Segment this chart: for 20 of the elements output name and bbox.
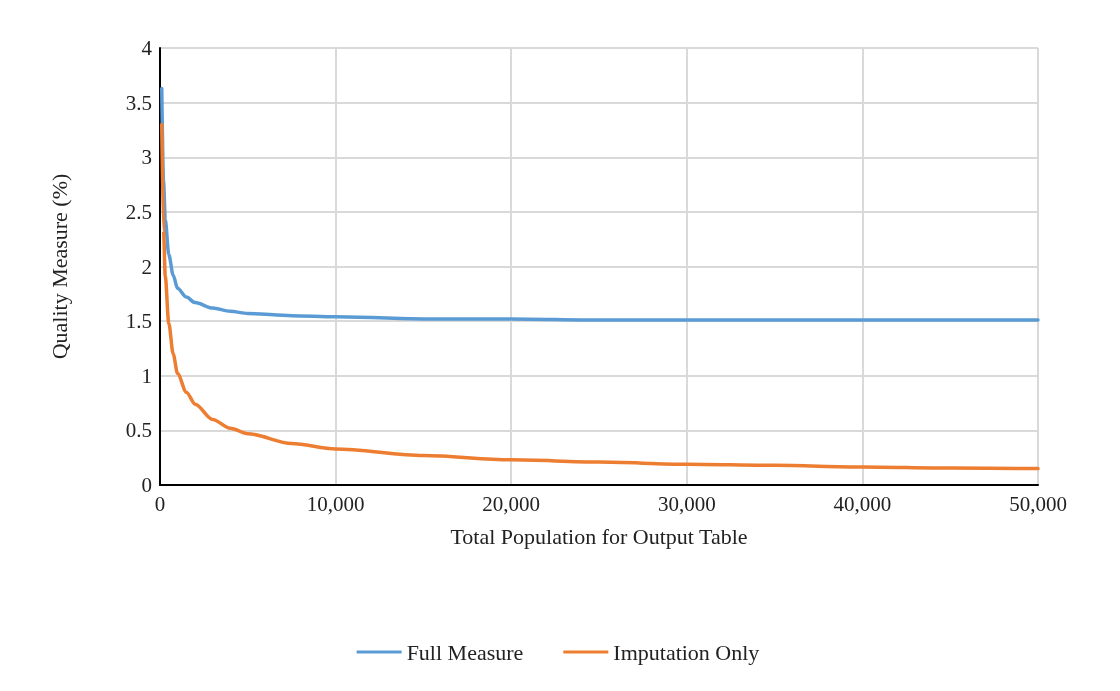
x-tick-label: 50,000 <box>1009 491 1067 516</box>
line-series <box>160 122 1040 471</box>
y-tick-label: 0 <box>141 473 152 497</box>
x-tick-label: 40,000 <box>833 491 892 516</box>
x-axis-title: Total Population for Output Table <box>450 523 748 549</box>
y-tick-label: 2.5 <box>125 199 152 224</box>
y-tick-label: 1.5 <box>125 309 152 334</box>
x-tick-label: 20,000 <box>482 491 541 516</box>
y-tick-label: 3 <box>141 145 152 170</box>
y-tick-label: 3.5 <box>125 90 152 115</box>
legend-label: Full Measure <box>406 639 524 665</box>
y-tick-label: 4 <box>141 36 153 60</box>
x-tick-label: 30,000 <box>657 491 716 516</box>
legend-label: Imputation Only <box>613 639 760 665</box>
y-tick-label: 2 <box>141 254 152 279</box>
line-series <box>160 86 1040 322</box>
y-tick-label: 0.5 <box>125 418 152 443</box>
y-axis-title: Quality Measure (%) <box>46 173 72 360</box>
x-tick-label: 10,000 <box>306 491 365 516</box>
y-tick-label: 1 <box>141 363 152 388</box>
